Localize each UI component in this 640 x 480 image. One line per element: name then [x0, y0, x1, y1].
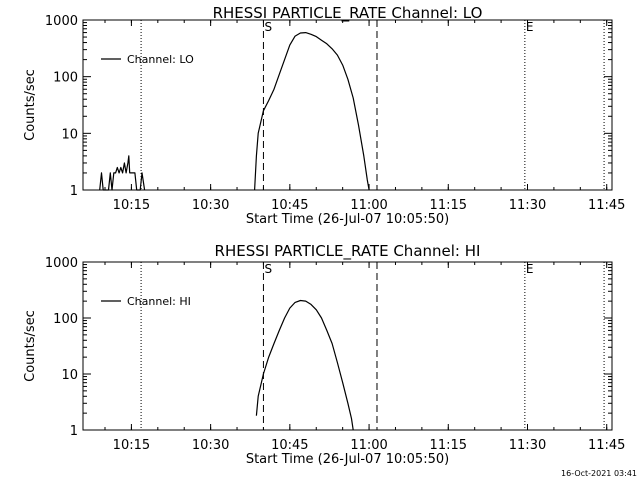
y-axis-label: Counts/sec: [23, 310, 38, 382]
x-axis-label: Start Time (26-Jul-07 10:05:50): [246, 452, 449, 467]
y-tick-label: 1000: [45, 256, 78, 271]
marker-label-end: E: [526, 20, 534, 34]
timestamp-footer: 16-Oct-2021 03:41: [561, 469, 637, 478]
x-tick-label: 11:00: [350, 198, 387, 213]
x-tick-label: 11:30: [509, 198, 546, 213]
y-tick-label: 10: [61, 127, 78, 142]
y-tick-label: 1000: [45, 14, 78, 29]
x-tick-label: 10:15: [113, 438, 150, 453]
data-series-line: [99, 155, 146, 191]
x-tick-label: 10:45: [271, 438, 308, 453]
x-tick-label: 11:15: [430, 438, 467, 453]
x-tick-label: 11:45: [588, 438, 625, 453]
marker-label-start: S: [264, 262, 272, 276]
chart-panel-hi: RHESSI PARTICLE_RATE Channel: HI 10:15 10:…: [23, 242, 625, 467]
x-tick-label: 11:45: [588, 198, 625, 213]
legend-entry: Channel: LO: [127, 53, 194, 66]
x-tick-label: 10:30: [192, 438, 229, 453]
x-tick-label: 10:45: [271, 198, 308, 213]
y-tick-label: 1: [70, 424, 78, 439]
x-axis-label: Start Time (26-Jul-07 10:05:50): [246, 212, 449, 227]
y-tick-label: 100: [53, 71, 78, 86]
x-tick-label: 10:15: [113, 198, 150, 213]
plot-frame: [82, 261, 613, 431]
data-series-line: [255, 299, 354, 431]
marker-label-end: E: [526, 262, 534, 276]
marker-label-start: S: [264, 20, 272, 34]
x-tick-label: 11:15: [430, 198, 467, 213]
x-tick-label: 10:30: [192, 198, 229, 213]
x-tick-label: 11:00: [350, 438, 387, 453]
data-series-line: [254, 32, 370, 191]
plot-frame: [82, 19, 613, 191]
y-tick-label: 1: [70, 184, 78, 199]
x-tick-label: 11:30: [509, 438, 546, 453]
y-tick-label: 10: [61, 368, 78, 383]
y-tick-label: 100: [53, 312, 78, 327]
y-axis-label: Counts/sec: [23, 69, 38, 141]
chart-title: RHESSI PARTICLE_RATE Channel: HI: [215, 242, 481, 261]
chart-title: RHESSI PARTICLE_RATE Channel: LO: [213, 4, 483, 23]
chart-panel-lo: RHESSI PARTICLE_RATE Channel: LO 10:15 10:…: [23, 4, 625, 227]
legend-entry: Channel: HI: [127, 295, 191, 308]
